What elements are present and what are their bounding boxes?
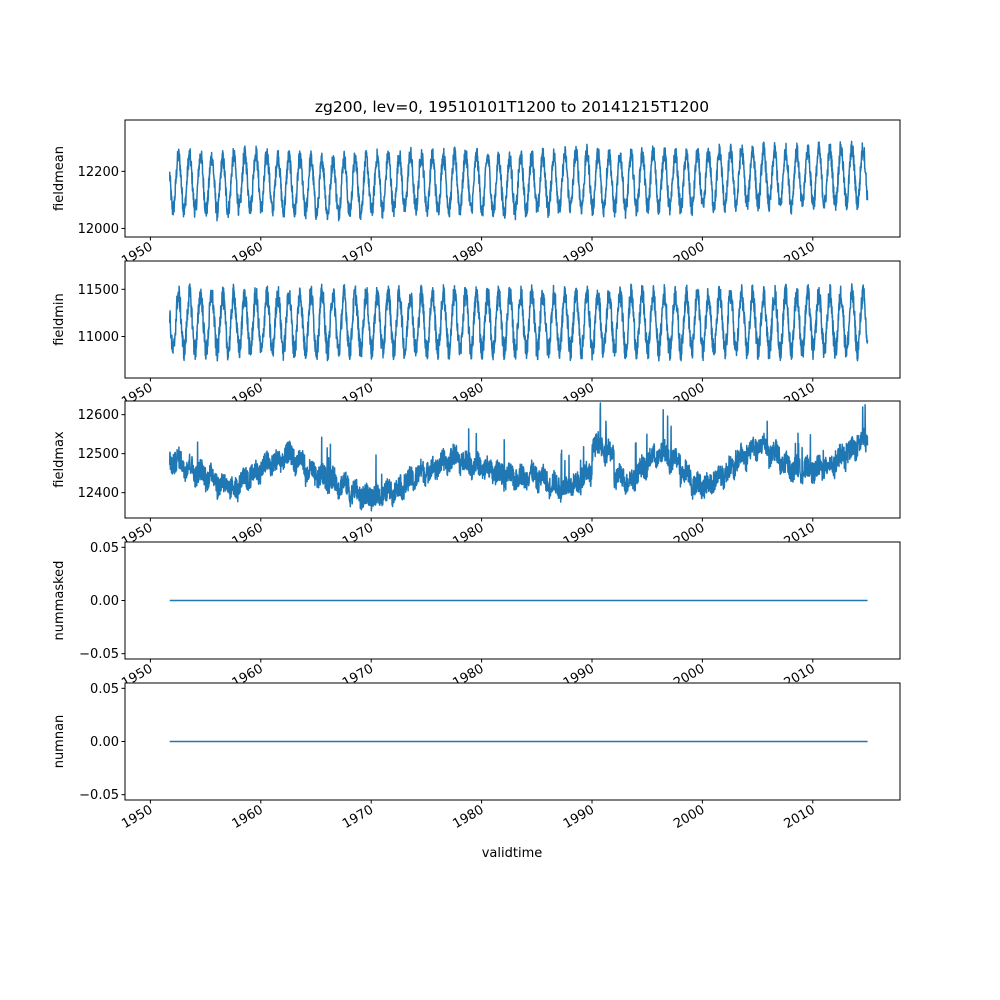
- y-tick-label: 0.05: [90, 682, 119, 697]
- y-tick-label: 11000: [78, 330, 119, 345]
- y-tick-label: 0.00: [90, 594, 119, 609]
- axes-frame: [124, 119, 901, 238]
- chart-title: zg200, lev=0, 19510101T1200 to 20141215T…: [315, 98, 709, 116]
- y-tick-label: 0.05: [90, 541, 119, 556]
- fieldmax-line: [168, 402, 869, 512]
- x-tick-label: 2000: [671, 802, 707, 832]
- y-tick-label: 12200: [78, 165, 119, 180]
- x-tick-label: 2010: [782, 802, 818, 832]
- y-tick-label: −0.05: [79, 788, 119, 803]
- y-tick-label: 11500: [78, 283, 119, 298]
- y-axis-label: fieldmax: [52, 431, 67, 488]
- y-tick-label: −0.05: [79, 647, 119, 662]
- fieldmean-line: [168, 140, 869, 222]
- x-tick-label: 1990: [561, 802, 597, 832]
- axes-frame: [124, 260, 901, 379]
- x-tick-label: 1970: [340, 802, 376, 832]
- panel-numnan: −0.05 0.00 0.05 numnan 1950 1960 1970 1980 1990 2…: [52, 682, 901, 832]
- fieldmin-line: [168, 283, 869, 362]
- y-tick-label: 12400: [78, 486, 119, 501]
- x-tick-label: 1960: [230, 802, 266, 832]
- y-tick-label: 12600: [78, 408, 119, 423]
- x-axis-label: validtime: [482, 846, 543, 861]
- y-axis-label: fieldmin: [52, 293, 67, 346]
- x-tick-label: 1980: [450, 802, 486, 832]
- axes-frame: [124, 400, 901, 519]
- y-tick-label: 12500: [78, 447, 119, 462]
- x-tick-label: 1950: [119, 802, 155, 832]
- y-tick-label: 0.00: [90, 735, 119, 750]
- y-tick-label: 12000: [78, 222, 119, 237]
- y-axis-label: numnan: [52, 715, 67, 769]
- y-axis-label: nummasked: [52, 561, 67, 641]
- y-axis-label: fieldmean: [52, 146, 67, 211]
